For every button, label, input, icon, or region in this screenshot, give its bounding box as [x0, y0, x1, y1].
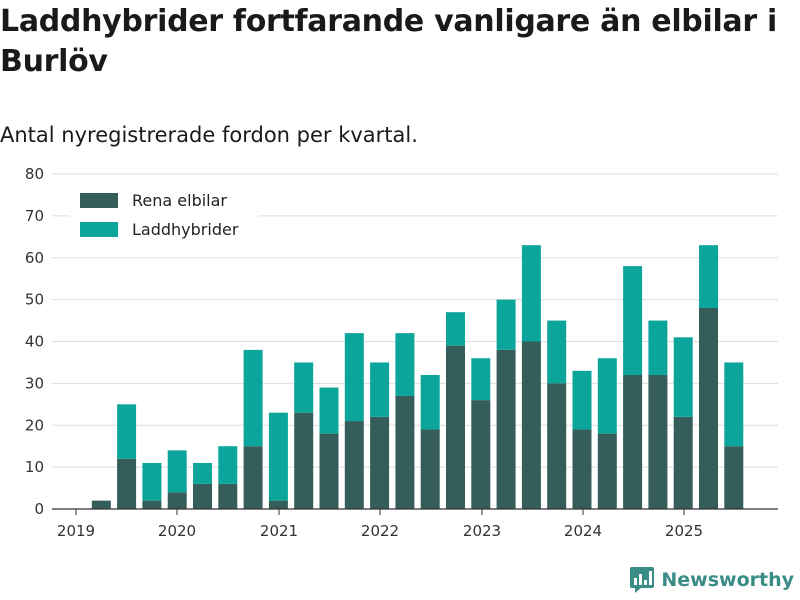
bar-electric: [597, 433, 617, 509]
chart-subtitle: Antal nyregistrerade fordon per kvartal.: [0, 123, 418, 147]
bar-electric: [268, 500, 288, 509]
chart-title: Laddhybrider fortfarande vanligare än el…: [0, 4, 778, 79]
y-tick-label: 60: [25, 249, 44, 267]
bar-electric: [344, 421, 364, 509]
y-tick-label: 30: [25, 374, 44, 392]
bar-hybrid: [344, 333, 364, 422]
bar-hybrid: [117, 404, 137, 459]
x-tick-label: 2021: [260, 522, 298, 540]
bar-electric: [572, 429, 592, 509]
y-tick-label: 80: [25, 165, 44, 183]
bar-electric: [395, 395, 415, 509]
bar-hybrid: [673, 337, 693, 417]
bar-electric: [496, 349, 516, 509]
bar-electric: [167, 492, 187, 509]
bar-hybrid: [496, 299, 516, 350]
bar-electric: [319, 433, 339, 509]
legend: Rena elbilar Laddhybrider: [70, 184, 258, 248]
bar-hybrid: [294, 362, 314, 413]
bar-hybrid: [268, 412, 288, 501]
brand-name: Newsworthy: [661, 569, 794, 591]
x-tick-label: 2023: [463, 522, 501, 540]
bar-electric: [142, 500, 162, 509]
x-tick-label: 2024: [564, 522, 602, 540]
bar-hybrid: [648, 320, 668, 375]
bar-hybrid: [471, 358, 491, 401]
legend-label-hybrid: Laddhybrider: [132, 220, 239, 239]
bar-electric: [724, 446, 744, 509]
bar-electric: [91, 500, 111, 509]
bar-hybrid: [724, 362, 744, 447]
bar-hybrid: [446, 312, 465, 346]
bar-electric: [193, 483, 212, 509]
bar-electric: [547, 383, 567, 509]
bar-electric: [420, 429, 440, 509]
x-tick-label: 2020: [158, 522, 196, 540]
bar-hybrid: [547, 320, 567, 384]
bar-hybrid: [142, 462, 162, 501]
x-tick-label: 2025: [665, 522, 703, 540]
bar-hybrid: [420, 375, 440, 430]
bar-electric: [446, 345, 465, 509]
bar-electric: [243, 446, 263, 509]
y-tick-label: 10: [25, 458, 44, 476]
bar-electric: [471, 400, 491, 509]
legend-swatch-hybrid: [80, 222, 118, 237]
bar-hybrid: [597, 358, 617, 434]
bar-electric: [370, 416, 390, 509]
bar-hybrid: [572, 370, 592, 430]
legend-swatch-electric: [80, 193, 118, 208]
bar-hybrid: [395, 333, 415, 396]
bar-hybrid: [521, 245, 541, 342]
branding: Newsworthy: [629, 566, 794, 594]
bar-hybrid: [193, 462, 212, 484]
x-tick-label: 2019: [57, 522, 95, 540]
y-tick-label: 0: [34, 500, 44, 518]
bar-electric: [623, 375, 643, 509]
bar-chart-logo-icon: [630, 567, 655, 593]
y-tick-label: 70: [25, 207, 44, 225]
bar-electric: [699, 308, 718, 509]
bar-hybrid: [319, 387, 339, 434]
x-tick-label: 2022: [361, 522, 399, 540]
y-axis-ticks: 0 10 20 30 40 50 60 70 80: [25, 165, 44, 518]
bar-electric: [294, 412, 314, 509]
x-axis-ticks: 2019 2020 2021 2022 2023 2024 2025: [57, 509, 703, 540]
bar-electric: [117, 458, 137, 509]
bar-hybrid: [699, 245, 718, 308]
y-tick-label: 20: [25, 416, 44, 434]
y-tick-label: 40: [25, 333, 44, 351]
bar-hybrid: [623, 266, 643, 375]
bars: [91, 245, 744, 509]
legend-label-electric: Rena elbilar: [132, 191, 227, 210]
bar-hybrid: [218, 446, 238, 484]
bar-electric: [648, 375, 668, 509]
bar-hybrid: [167, 450, 187, 493]
bar-electric: [521, 341, 541, 509]
bar-hybrid: [370, 362, 390, 417]
bar-electric: [218, 483, 238, 509]
bar-hybrid: [243, 349, 263, 447]
bar-electric: [673, 416, 693, 509]
y-tick-label: 50: [25, 291, 44, 309]
